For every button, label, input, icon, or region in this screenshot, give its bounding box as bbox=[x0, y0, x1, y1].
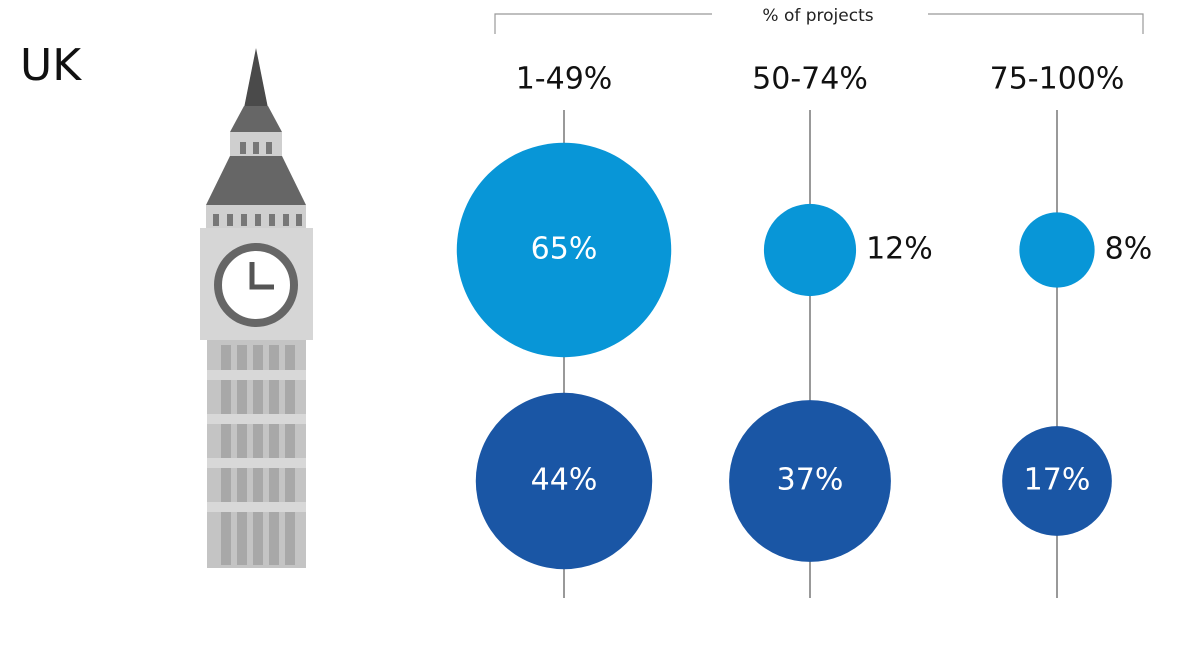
bubble bbox=[456, 142, 672, 358]
value-label: 65% bbox=[531, 232, 598, 267]
bubble bbox=[1019, 212, 1095, 288]
bracket-right bbox=[928, 13, 1144, 34]
bubble bbox=[763, 203, 857, 297]
bracket bbox=[494, 13, 1144, 34]
x-axis-label: % of projects bbox=[762, 6, 873, 26]
bubble bbox=[1002, 426, 1112, 536]
bubble bbox=[475, 392, 653, 570]
value-label: 44% bbox=[531, 463, 598, 498]
bubble bbox=[729, 400, 891, 562]
bracket-left bbox=[494, 13, 712, 34]
chart-title: UK bbox=[20, 40, 82, 91]
category-label: 50-74% bbox=[752, 62, 868, 97]
value-label: 37% bbox=[777, 463, 844, 498]
big-ben bbox=[200, 48, 313, 568]
value-label: 12% bbox=[866, 232, 933, 267]
value-label: 8% bbox=[1105, 232, 1153, 267]
category-label: 1-49% bbox=[516, 62, 613, 97]
category-label: 75-100% bbox=[990, 62, 1125, 97]
value-label: 17% bbox=[1024, 463, 1091, 498]
